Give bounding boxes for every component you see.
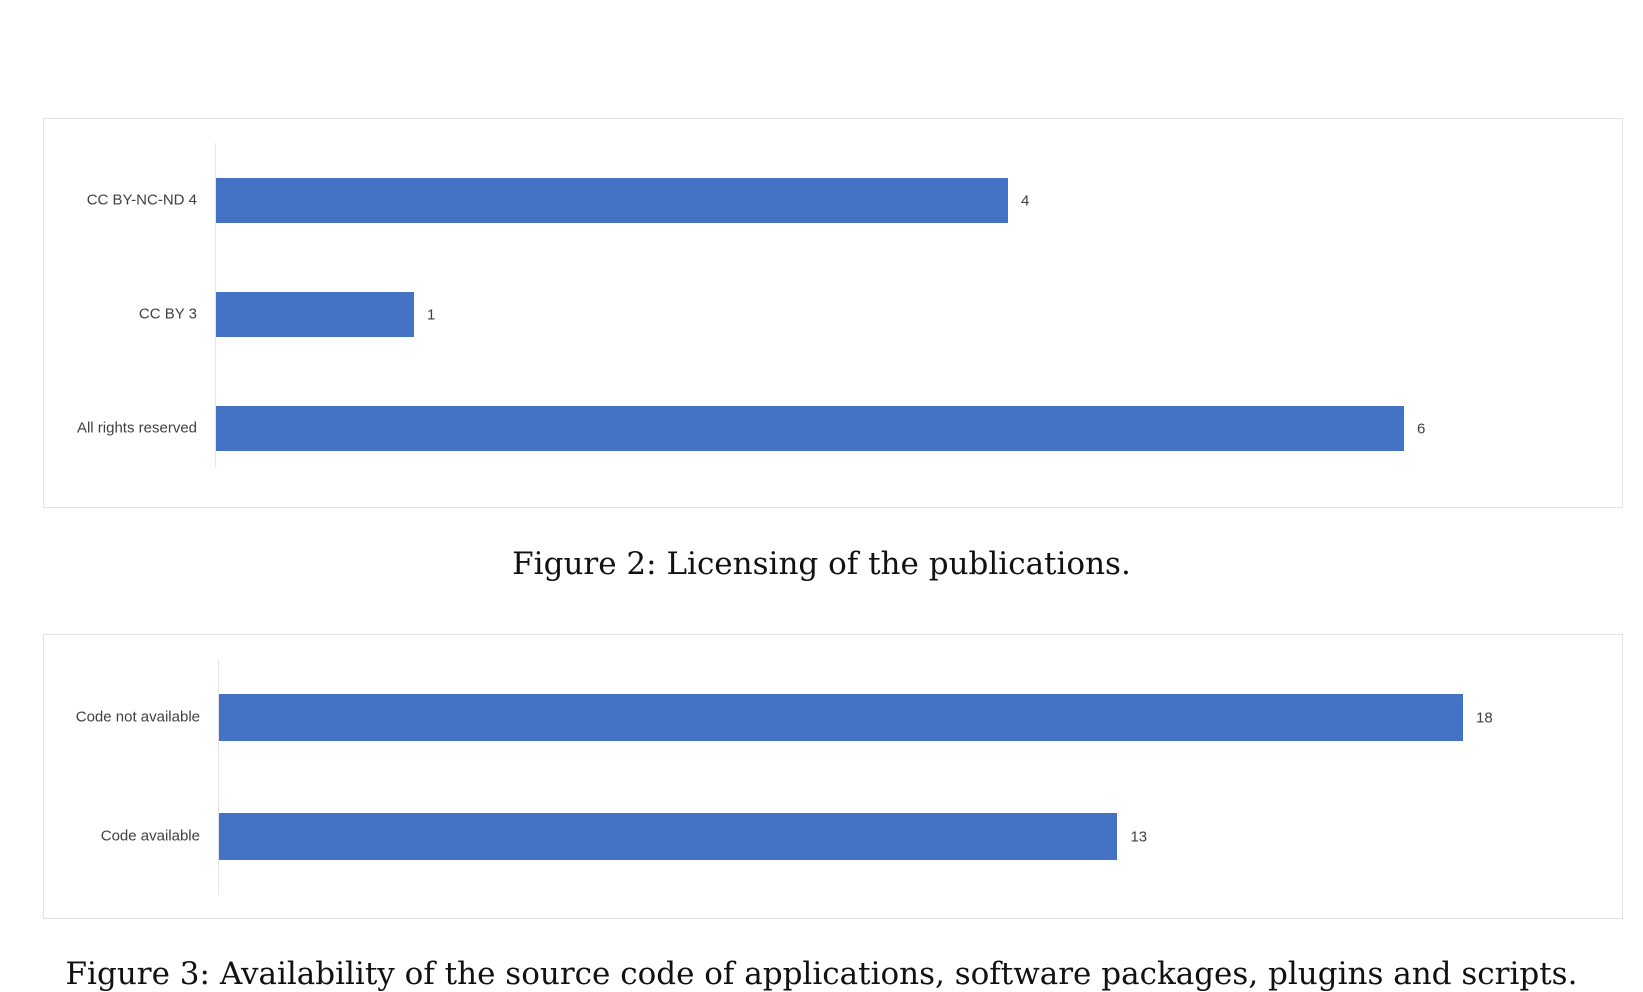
category-axis-line [215, 143, 216, 467]
data-label: 1 [427, 306, 436, 324]
bar [216, 291, 414, 337]
licensing-chart: CC BY-NC-ND 4 4 CC BY 3 1 All rights reserve… [43, 118, 1623, 508]
data-label: 6 [1417, 420, 1426, 438]
code-availability-chart: Code not available 18 Code available 13 [43, 634, 1623, 919]
category-label: CC BY 3 [138, 305, 197, 323]
bar [216, 405, 1404, 451]
figure-2-caption: Figure 2: Licensing of the publications. [512, 546, 1131, 582]
category-label: Code not available [75, 708, 200, 726]
figure-3-caption: Figure 3: Availability of the source cod… [65, 956, 1578, 992]
data-label: 13 [1130, 828, 1148, 846]
category-label: All rights reserved [76, 419, 197, 437]
category-label: Code available [100, 827, 200, 845]
data-label: 18 [1476, 709, 1493, 727]
bar [216, 177, 1008, 223]
bar [219, 812, 1118, 860]
bar [219, 693, 1463, 741]
category-axis-line [218, 659, 219, 895]
data-label: 4 [1021, 192, 1030, 210]
category-label: CC BY-NC-ND 4 [86, 191, 197, 209]
